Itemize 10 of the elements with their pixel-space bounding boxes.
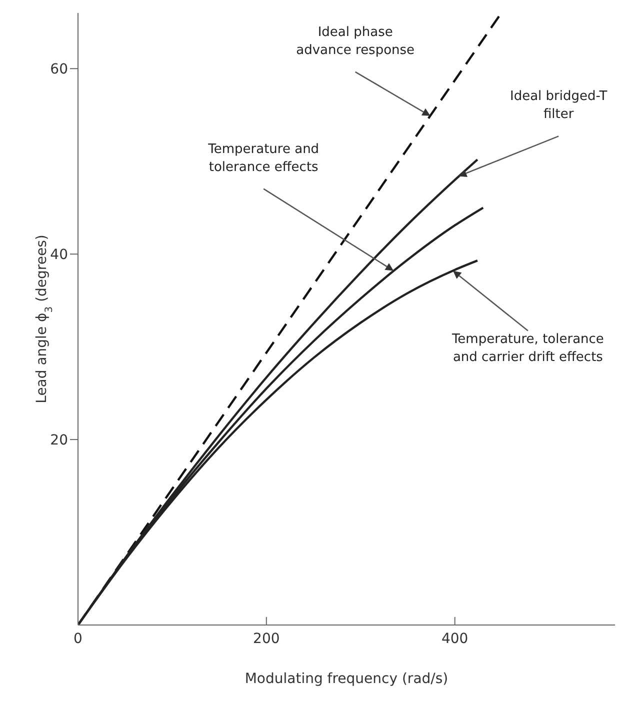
y-tick-label: 60 <box>50 62 68 78</box>
annotation: Ideal phase advance response <box>296 24 415 58</box>
annotation: Temperature, tolerance and carrier drift effects <box>450 332 604 365</box>
annotation: Temperature and tolerance effects <box>207 142 320 175</box>
x-tick-label: 200 <box>253 630 280 647</box>
annotation: Ideal bridged-T filter <box>510 89 608 122</box>
x-tick-label: 0 <box>74 630 82 647</box>
x-axis-title: Modulating frequency (rad/s) <box>244 671 448 687</box>
y-tick-label: 20 <box>50 432 68 449</box>
x-tick-label: 400 <box>441 630 468 647</box>
